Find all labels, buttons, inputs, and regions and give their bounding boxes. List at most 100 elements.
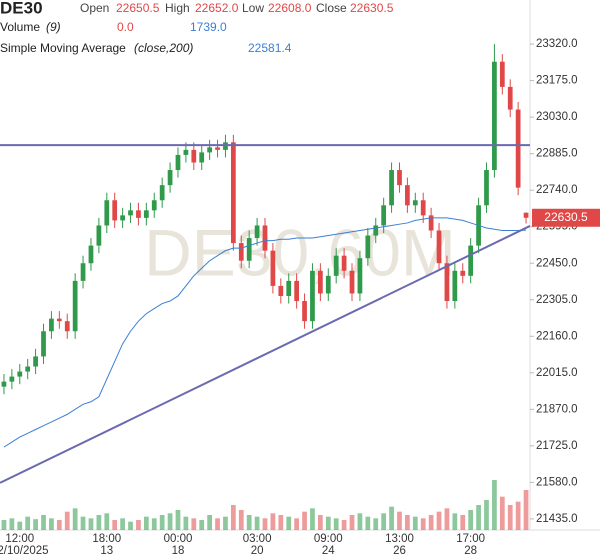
legend-value: 22581.4 bbox=[248, 41, 292, 55]
legend-label: Low bbox=[242, 1, 264, 15]
legend-label: High bbox=[165, 1, 190, 15]
volume-bar bbox=[460, 515, 466, 530]
volume-bar bbox=[223, 516, 228, 530]
volume-bar bbox=[468, 510, 474, 530]
volume-bar bbox=[420, 518, 426, 530]
volume-bar bbox=[56, 520, 62, 530]
legend-value: 22608.0 bbox=[268, 1, 312, 15]
candle-body bbox=[230, 142, 236, 244]
legend-param: (close,200) bbox=[134, 41, 193, 55]
volume-bar bbox=[151, 518, 157, 530]
symbol: DE30 bbox=[0, 0, 43, 17]
candle-body bbox=[270, 250, 276, 286]
volume-bar bbox=[112, 520, 118, 530]
price-box bbox=[532, 208, 600, 227]
volume-bar bbox=[191, 518, 197, 530]
candle-body bbox=[72, 280, 78, 332]
legend-value: 22630.5 bbox=[350, 1, 394, 15]
candle-body bbox=[381, 205, 387, 226]
candle-body bbox=[349, 270, 355, 294]
x-tick-label: 17:00 bbox=[456, 533, 485, 545]
volume-bar bbox=[476, 505, 481, 530]
x-tick-label: 03:00 bbox=[243, 533, 272, 545]
candle-body bbox=[199, 152, 205, 163]
candle-body bbox=[207, 147, 212, 153]
x-tick-label: 09:00 bbox=[314, 533, 343, 545]
y-tick-label: 23030.0 bbox=[536, 111, 578, 123]
volume-bar bbox=[373, 518, 379, 530]
x-tick-sublabel: 02/10/2025 bbox=[0, 545, 49, 557]
candle-body bbox=[468, 245, 474, 276]
candle-body bbox=[25, 366, 31, 372]
volume-bar bbox=[286, 516, 292, 530]
candle-body bbox=[389, 170, 394, 206]
candle-body bbox=[507, 86, 513, 110]
candle-body bbox=[325, 275, 331, 294]
volume-bar bbox=[17, 521, 23, 530]
volume-bar bbox=[238, 510, 244, 530]
candle-body bbox=[492, 61, 497, 171]
volume-bar bbox=[120, 518, 125, 530]
volume-bar bbox=[80, 516, 86, 530]
volume-bar bbox=[507, 505, 513, 530]
y-tick-label: 23320.0 bbox=[536, 38, 578, 50]
candle-body bbox=[136, 210, 141, 218]
candle-body bbox=[365, 235, 371, 259]
candle-body bbox=[254, 225, 260, 239]
y-tick-label: 21725.0 bbox=[536, 440, 578, 452]
legend-value: 22652.0 bbox=[195, 1, 239, 15]
volume-bar bbox=[230, 505, 236, 530]
x-tick-sublabel: 28 bbox=[464, 545, 477, 557]
volume-bar bbox=[96, 515, 102, 530]
volume-bar bbox=[349, 515, 355, 530]
candle-body bbox=[341, 255, 347, 271]
volume-bar bbox=[143, 516, 149, 530]
x-tick-sublabel: 26 bbox=[393, 545, 406, 557]
candle-body bbox=[9, 376, 15, 382]
candle-body bbox=[278, 285, 284, 296]
candle-body bbox=[452, 270, 458, 302]
volume-bar bbox=[33, 519, 38, 530]
candle-body bbox=[523, 212, 529, 218]
y-tick-label: 22740.0 bbox=[536, 184, 578, 196]
legend-param: (9) bbox=[46, 20, 61, 34]
x-tick-label: 18:00 bbox=[92, 533, 121, 545]
volume-bar bbox=[270, 513, 276, 530]
volume-bar bbox=[49, 518, 54, 530]
x-tick-label: 13:00 bbox=[385, 533, 414, 545]
x-tick-sublabel: 13 bbox=[100, 545, 113, 557]
candle-body bbox=[436, 230, 442, 264]
volume-bar bbox=[341, 520, 347, 530]
legend-label: Volume bbox=[0, 20, 40, 34]
candle-body bbox=[49, 318, 54, 332]
legend-value: 1739.0 bbox=[190, 20, 227, 34]
volume-bar bbox=[167, 513, 173, 530]
candle-body bbox=[159, 185, 165, 201]
volume-bar bbox=[72, 508, 78, 530]
volume-bar bbox=[397, 511, 402, 530]
candle-body bbox=[294, 280, 300, 302]
candle-body bbox=[412, 200, 418, 206]
volume-bar bbox=[452, 513, 458, 530]
candle-body bbox=[397, 170, 402, 186]
volume-bar bbox=[128, 521, 133, 530]
x-tick-sublabel: 20 bbox=[251, 545, 264, 557]
candle-body bbox=[318, 270, 323, 294]
candle-body bbox=[246, 238, 252, 261]
volume-bar bbox=[523, 490, 529, 530]
candle-body bbox=[151, 200, 157, 211]
legend-value: 22650.5 bbox=[116, 1, 160, 15]
candle-body bbox=[262, 225, 268, 251]
volume-bar bbox=[41, 515, 46, 530]
candle-body bbox=[128, 210, 133, 216]
candle-body bbox=[223, 142, 228, 150]
y-tick-label: 21435.0 bbox=[536, 513, 578, 525]
candle-body bbox=[428, 215, 434, 231]
volume-bar bbox=[365, 516, 371, 530]
candle-body bbox=[41, 331, 46, 357]
candle-body bbox=[444, 263, 450, 302]
candle-body bbox=[333, 255, 339, 276]
volume-bar bbox=[207, 515, 212, 530]
candle-body bbox=[104, 200, 110, 226]
volume-bar bbox=[183, 516, 189, 530]
